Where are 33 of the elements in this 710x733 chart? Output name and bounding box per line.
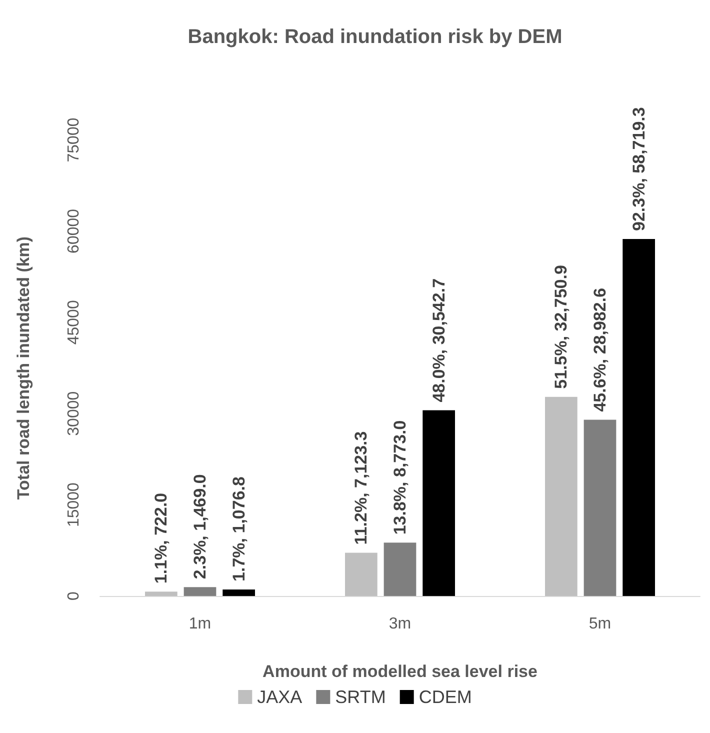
y-tick-label: 75000 bbox=[66, 118, 82, 162]
bar bbox=[545, 396, 578, 596]
legend-label: CDEM bbox=[418, 687, 472, 707]
bar bbox=[422, 410, 455, 596]
bar bbox=[222, 589, 255, 596]
bar bbox=[384, 542, 416, 596]
data-label: 11.2%, 7,123.3 bbox=[352, 431, 371, 545]
bar bbox=[184, 587, 216, 596]
data-label: 13.8%, 8,773.0 bbox=[390, 420, 410, 535]
chart-title: Bangkok: Road inundation risk by DEM bbox=[188, 26, 562, 48]
y-tick-label: 45000 bbox=[66, 300, 82, 345]
data-label: 51.5%, 32,750.9 bbox=[552, 265, 571, 389]
y-tick-label: 60000 bbox=[66, 208, 82, 254]
data-label: 2.3%, 1,469.0 bbox=[190, 474, 210, 580]
data-label: 48.0%, 30,542.7 bbox=[429, 278, 448, 402]
x-tick-label: 1m bbox=[188, 616, 212, 632]
x-tick-label: 5m bbox=[588, 616, 612, 632]
y-tick-label: 15000 bbox=[66, 482, 82, 528]
bar bbox=[622, 238, 655, 596]
legend-label: JAXA bbox=[257, 687, 302, 707]
bar bbox=[345, 552, 378, 596]
y-axis-title: Total road length inundated (km) bbox=[14, 236, 33, 500]
bar bbox=[584, 420, 616, 596]
y-tick-label: 0 bbox=[66, 591, 82, 600]
bar bbox=[145, 592, 178, 596]
data-label: 92.3%, 58,719.3 bbox=[629, 107, 648, 231]
x-tick-label: 3m bbox=[388, 616, 412, 632]
data-label: 45.6%, 28,982.6 bbox=[590, 288, 610, 412]
data-label: 1.7%, 1,076.8 bbox=[229, 476, 248, 582]
legend-label: SRTM bbox=[335, 687, 386, 707]
x-axis-title: Amount of modelled sea level rise bbox=[262, 662, 538, 681]
y-tick-label: 30000 bbox=[66, 391, 82, 436]
data-label: 1.1%, 722.0 bbox=[152, 492, 171, 584]
